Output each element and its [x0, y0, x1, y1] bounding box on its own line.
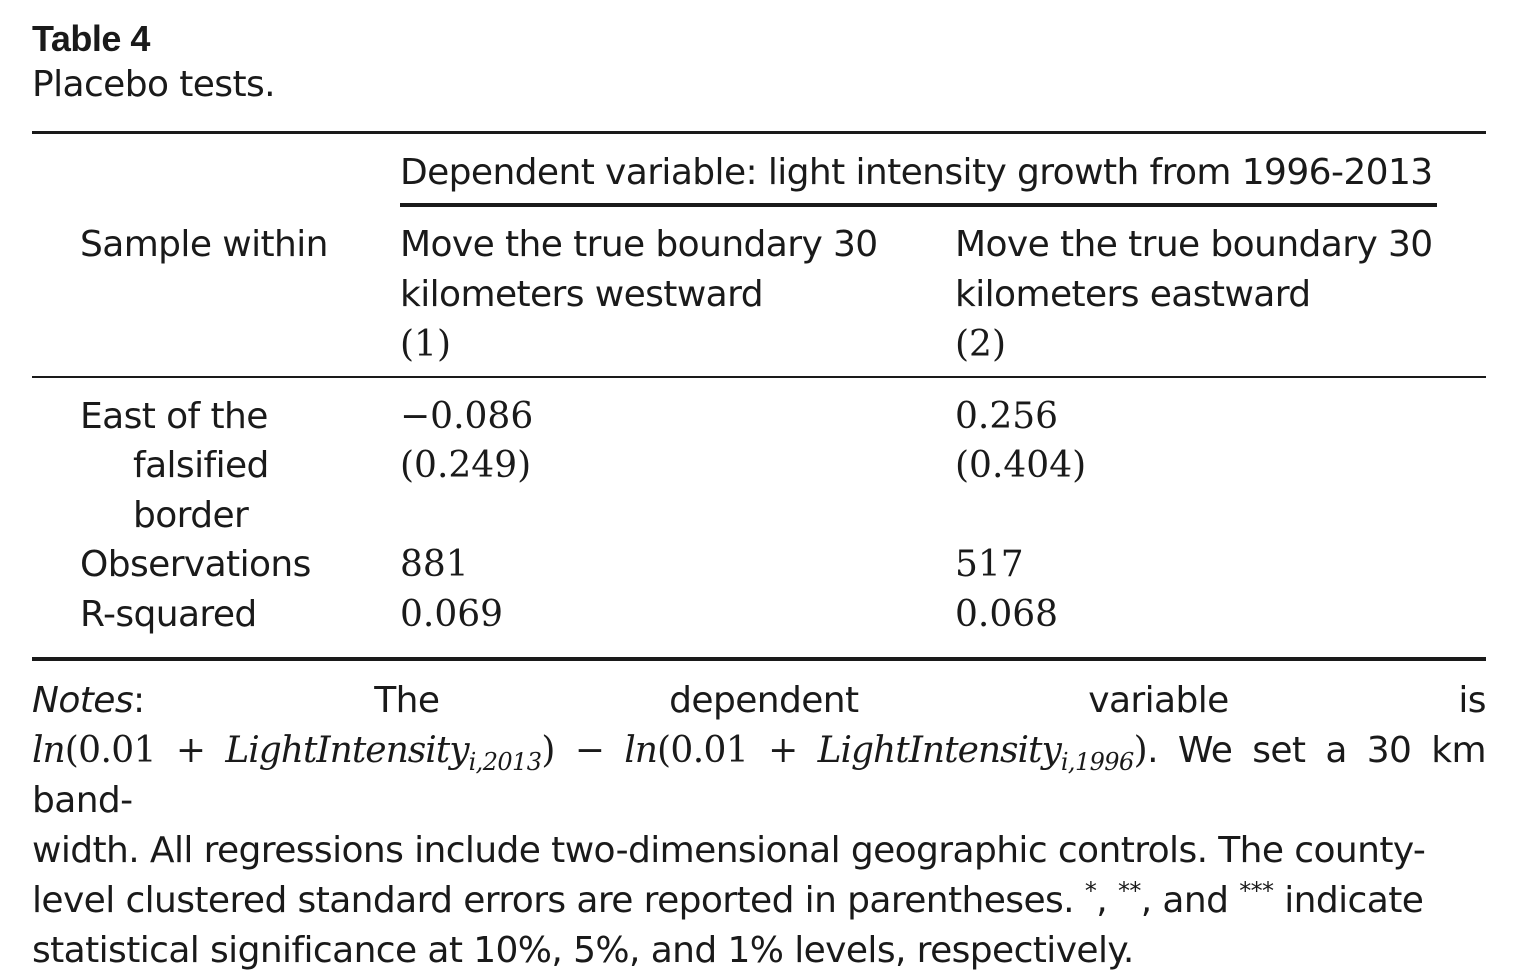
row-label-east-line2: falsified	[133, 445, 269, 486]
observations-col1: 881	[400, 544, 469, 585]
notes-line-3: width. All regressions include two-dimen…	[32, 830, 1426, 871]
table-notes: Notes: The dependent variable is ln(0.01…	[32, 676, 1487, 976]
column-number-2: (2)	[955, 324, 1006, 365]
top-rule	[32, 131, 1486, 134]
table-caption-title: Placebo tests.	[32, 64, 276, 105]
r-squared-col2: 0.068	[955, 594, 1059, 635]
row-label-east-line1: East of the	[80, 396, 268, 437]
coef-col2: 0.256	[955, 396, 1059, 437]
se-col1: (0.249)	[400, 445, 532, 486]
ln-symbol: ln	[32, 730, 66, 771]
r-squared-col1: 0.069	[400, 594, 504, 635]
light-intensity-var: LightIntensity	[225, 730, 469, 771]
table-caption-label: Table 4	[32, 18, 150, 59]
column-header-1-line2: kilometers westward	[400, 274, 764, 315]
notes-line-4: level clustered standard errors are repo…	[32, 877, 1424, 921]
notes-line-1: Notes: The dependent variable is	[32, 676, 1487, 726]
column-header-2-line2: kilometers eastward	[955, 274, 1311, 315]
row-label-east-line3: border	[133, 495, 249, 536]
se-col2: (0.404)	[955, 445, 1087, 486]
notes-word-dependent: dependent	[669, 680, 859, 721]
notes-word-is: is	[1458, 680, 1486, 721]
column-header-2-line1: Move the true boundary 30	[955, 224, 1433, 265]
column-header-1-line1: Move the true boundary 30	[400, 224, 878, 265]
row-label-observations: Observations	[80, 544, 311, 585]
row-label-r-squared: R-squared	[80, 594, 257, 635]
dependent-variable-header: Dependent variable: light intensity grow…	[400, 152, 1433, 193]
notes-word-the: The	[374, 680, 440, 721]
spanner-rule	[400, 203, 1437, 207]
notes-formula-line: ln(0.01 + LightIntensityi,2013) − ln(0.0…	[32, 730, 1487, 821]
notes-word-variable: variable	[1088, 680, 1229, 721]
observations-col2: 517	[955, 544, 1024, 585]
coef-col1: −0.086	[400, 396, 534, 437]
notes-label: Notes	[32, 680, 134, 721]
stub-header: Sample within	[80, 224, 328, 265]
bottom-rule	[32, 657, 1486, 661]
header-rule	[32, 376, 1486, 378]
column-number-1: (1)	[400, 324, 451, 365]
notes-line-5: statistical significance at 10%, 5%, and…	[32, 930, 1134, 971]
